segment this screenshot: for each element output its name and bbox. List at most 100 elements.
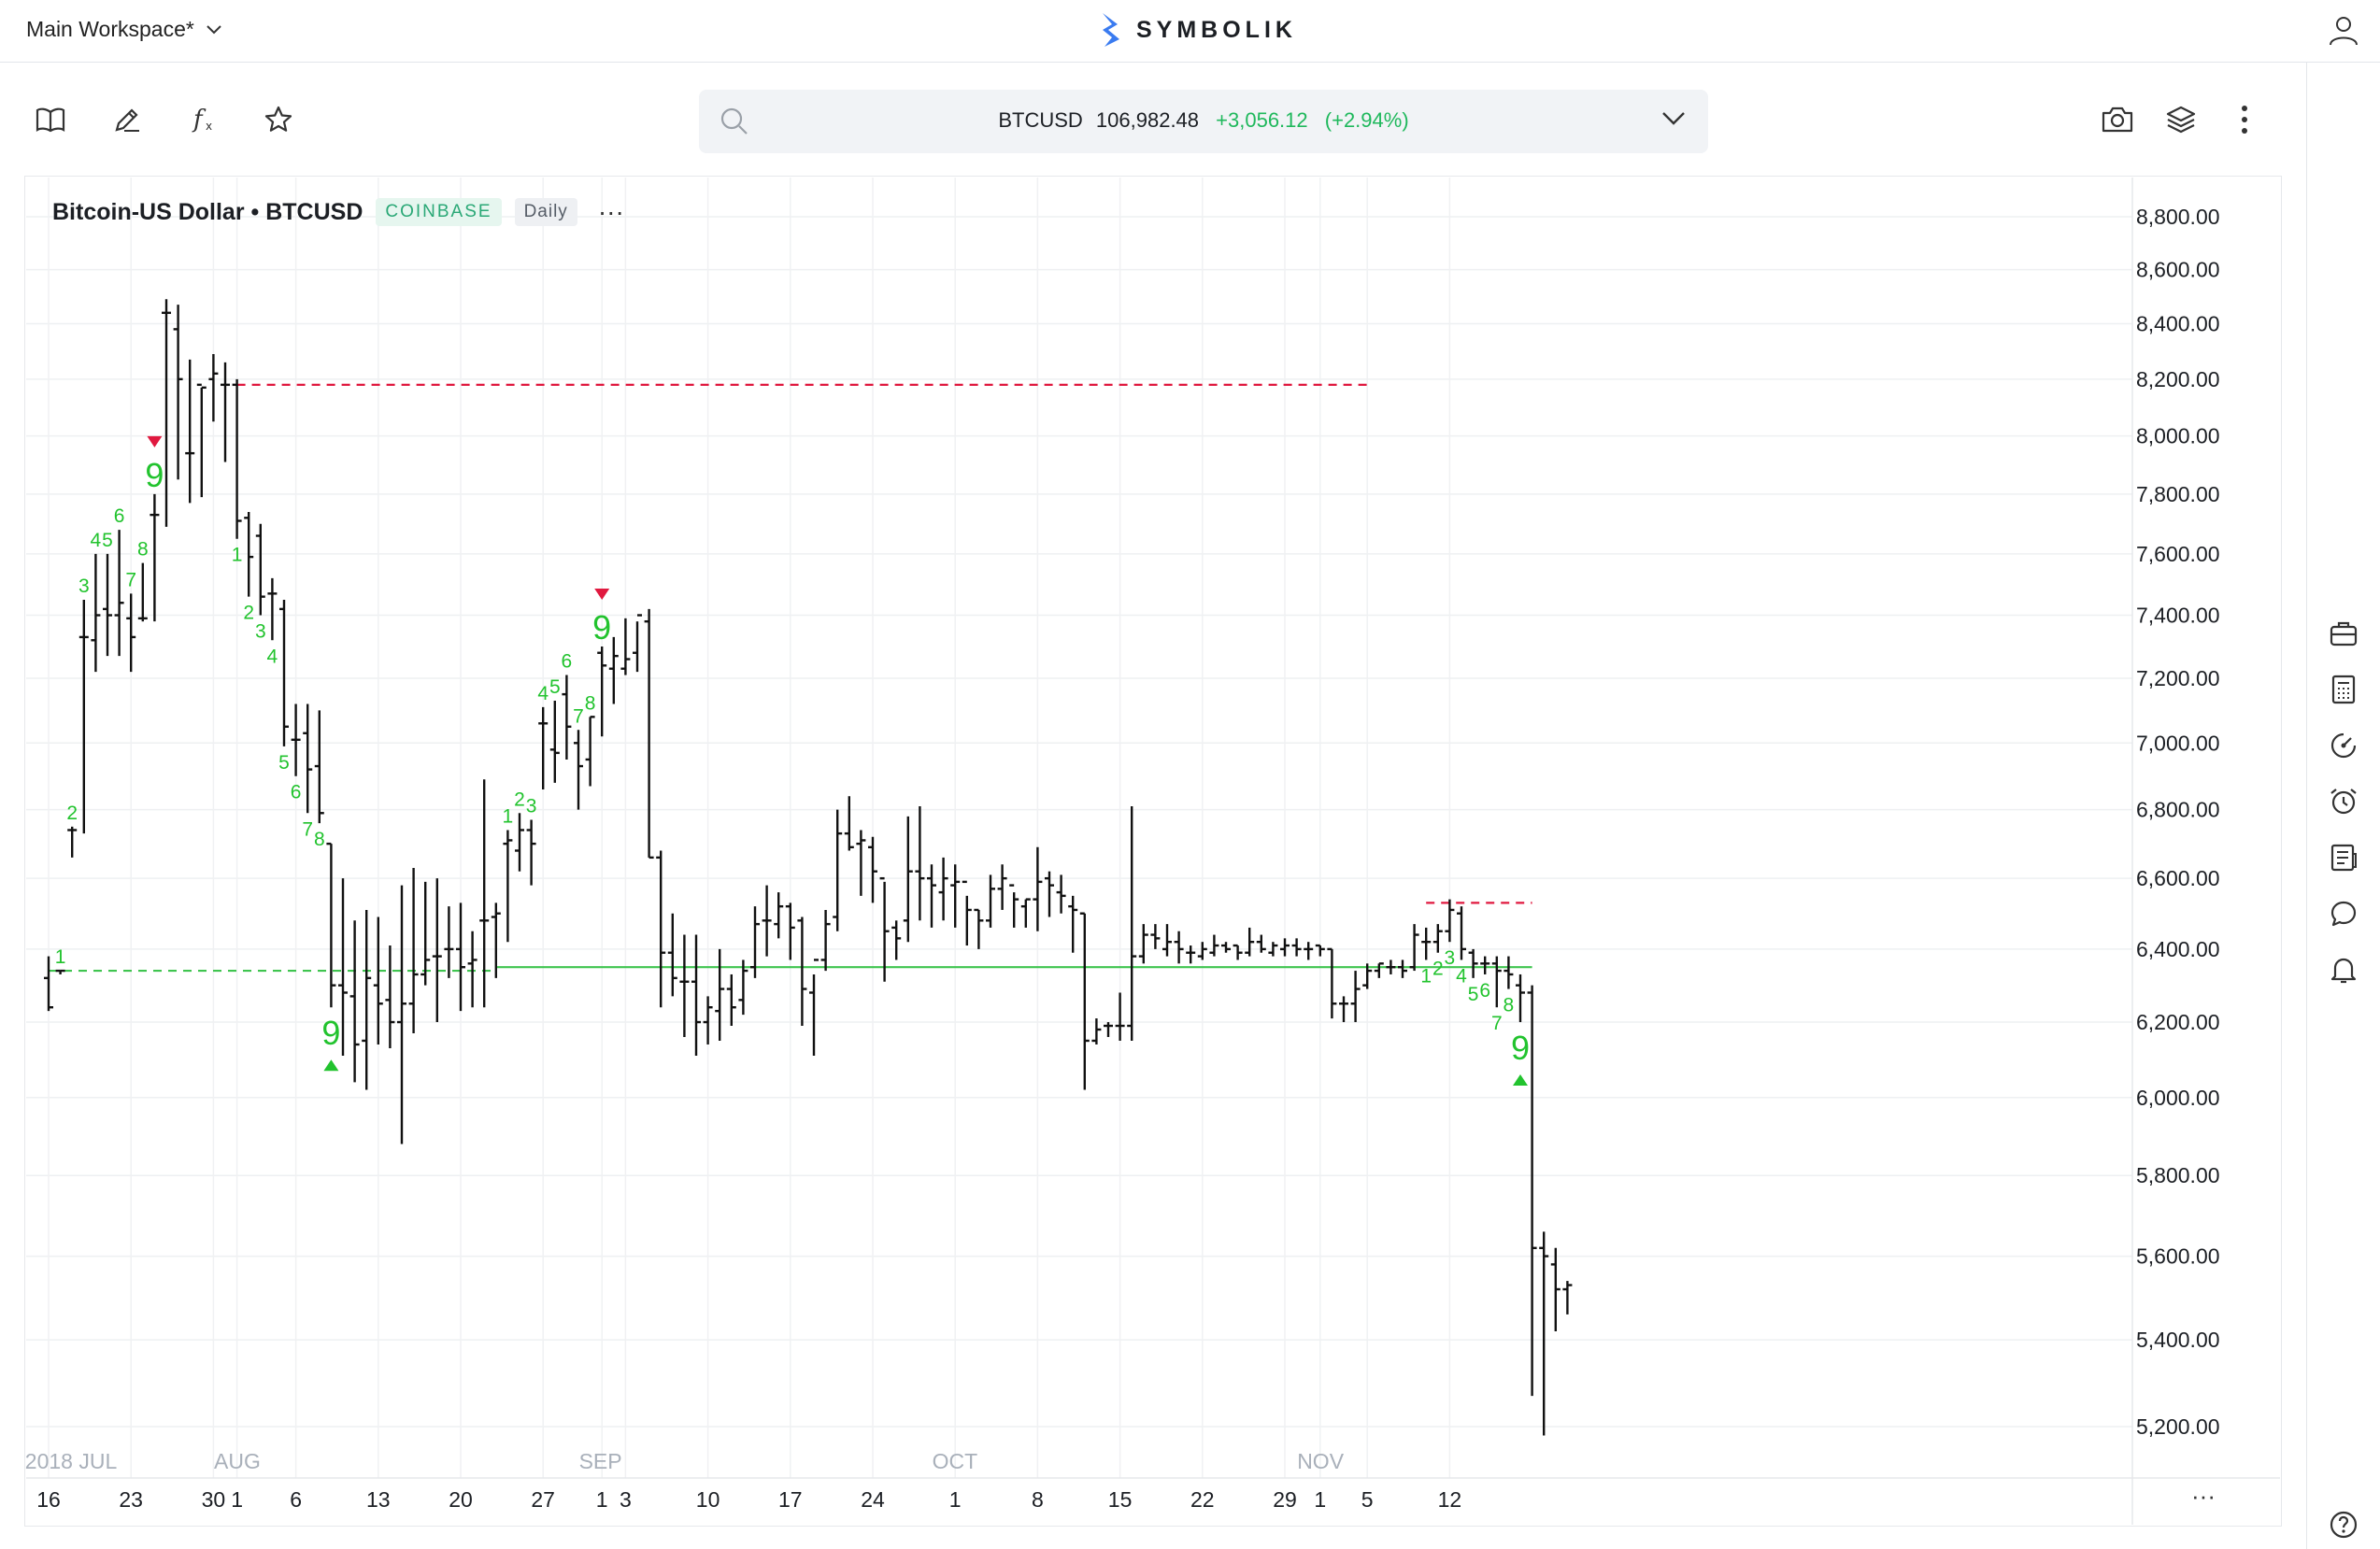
calculator-icon[interactable] — [2325, 671, 2362, 708]
camera-icon[interactable] — [2099, 101, 2136, 138]
chat-icon[interactable] — [2325, 895, 2362, 932]
ohlc-bar — [456, 902, 465, 1012]
ohlc-bar — [927, 864, 936, 928]
brand-logo: SYMBOLIK — [1099, 11, 1297, 49]
user-icon[interactable] — [2327, 13, 2360, 51]
quote-price: 106,982.48 — [1095, 108, 1200, 132]
counter-label: 7 — [1491, 1013, 1503, 1034]
day-label: 15 — [1108, 1487, 1133, 1512]
month-label: AUG — [214, 1449, 261, 1473]
interval-badge[interactable]: Daily — [514, 198, 577, 226]
ohlc-bar — [196, 383, 207, 498]
ohlc-bar — [703, 996, 713, 1045]
day-label: 3 — [620, 1487, 632, 1512]
bell-icon[interactable] — [2325, 951, 2362, 988]
right-sidebar — [2306, 62, 2380, 1549]
symbol-search-bar[interactable]: BTCUSD 106,982.48 +3,056.12 (+2.94%) — [699, 90, 1708, 153]
y-tick-label: 6,200.00 — [2136, 1010, 2220, 1034]
pencil-icon[interactable] — [108, 101, 146, 138]
ohlc-bar — [1174, 931, 1184, 964]
ohlc-bar — [1138, 924, 1148, 964]
ohlc-bar — [644, 608, 654, 860]
y-tick-label: 8,000.00 — [2136, 424, 2220, 448]
counter-label: 6 — [1479, 980, 1490, 1002]
y-tick-label: 6,600.00 — [2136, 866, 2220, 890]
ohlc-bar — [738, 959, 748, 1016]
chart-grid — [26, 178, 2132, 1478]
ohlc-bar — [1480, 956, 1490, 974]
ohlc-bar — [1127, 806, 1137, 1041]
ohlc-bar — [515, 813, 524, 872]
briefcase-icon[interactable] — [2325, 615, 2362, 652]
ohlc-bar — [726, 973, 736, 1027]
counter-label: 2 — [514, 789, 525, 810]
ohlc-bar — [656, 850, 666, 1008]
y-tick-label: 7,800.00 — [2136, 482, 2220, 506]
news-icon[interactable] — [2325, 839, 2362, 876]
counter-label: 4 — [537, 683, 549, 704]
ohlc-bar — [479, 779, 490, 1008]
ohlc-bar — [44, 956, 53, 1012]
counter-label: 5 — [278, 752, 290, 774]
svg-text:x: x — [206, 120, 212, 133]
ohlc-bar — [408, 867, 419, 1033]
ohlc-bar — [526, 819, 536, 886]
ohlc-bar — [244, 511, 254, 597]
ohlc-bar — [467, 931, 477, 1008]
time-axis-more-icon[interactable]: ··· — [2191, 1482, 2216, 1510]
y-tick-label: 6,400.00 — [2136, 937, 2220, 961]
ohlc-bar — [1550, 1247, 1561, 1332]
counter-label: 2 — [243, 603, 254, 624]
day-label: 8 — [1032, 1487, 1044, 1512]
ohlc-bar — [126, 593, 136, 673]
book-icon[interactable] — [32, 101, 69, 138]
chart-header: Bitcoin-US Dollar • BTCUSD COINBASE Dail… — [52, 198, 624, 226]
counter-label: 1 — [232, 545, 243, 566]
ohlc-bar — [549, 701, 560, 783]
sell-signal-arrow-icon — [147, 435, 163, 448]
counter-nine: 9 — [321, 1014, 340, 1052]
more-vertical-icon[interactable] — [2226, 101, 2263, 138]
workspace-selector[interactable]: Main Workspace* — [26, 17, 222, 42]
y-tick-label: 5,800.00 — [2136, 1163, 2220, 1187]
help-icon[interactable] — [2325, 1506, 2362, 1543]
month-label: SEP — [579, 1449, 622, 1473]
ohlc-bar — [1233, 944, 1243, 960]
gauge-icon[interactable] — [2325, 727, 2362, 764]
price-axis: 8,800.00 8,600.00 8,400.00 8,200.00 8,000.00… — [2131, 178, 2220, 1525]
ohlc-bar — [103, 553, 112, 657]
counter-label: 8 — [1504, 995, 1515, 1016]
chart-panel[interactable] — [24, 176, 2282, 1527]
ohlc-bar — [1056, 874, 1066, 914]
ohlc-bar — [1020, 898, 1031, 928]
counter-label: 8 — [137, 539, 149, 561]
counter-label: 8 — [585, 692, 596, 714]
layers-icon[interactable] — [2162, 101, 2200, 138]
ohlc-bar — [809, 959, 819, 1057]
counter-label: 4 — [267, 646, 278, 667]
ohlc-bar — [1291, 938, 1302, 957]
chevron-down-icon — [207, 24, 221, 34]
ohlc-bar — [1009, 884, 1019, 928]
ohlc-bar — [633, 614, 642, 673]
ohlc-bar — [1339, 996, 1348, 1023]
star-icon[interactable] — [260, 101, 297, 138]
counter-label: 4 — [91, 530, 102, 551]
ohlc-bar — [1350, 971, 1361, 1023]
ohlc-bar — [1150, 924, 1161, 949]
ohlc-bar — [1491, 956, 1502, 1008]
ohlc-bar — [891, 920, 902, 960]
day-label: 5 — [1361, 1487, 1374, 1512]
day-label: 30 — [202, 1487, 226, 1512]
day-label: 22 — [1190, 1487, 1215, 1512]
ohlc-bar — [785, 902, 795, 960]
counter-label: 7 — [573, 705, 584, 727]
alarm-clock-icon[interactable] — [2325, 783, 2362, 820]
chart-options-icon[interactable]: ··· — [597, 197, 624, 226]
chevron-down-icon[interactable] — [1661, 110, 1686, 127]
ohlc-bar — [255, 523, 265, 616]
